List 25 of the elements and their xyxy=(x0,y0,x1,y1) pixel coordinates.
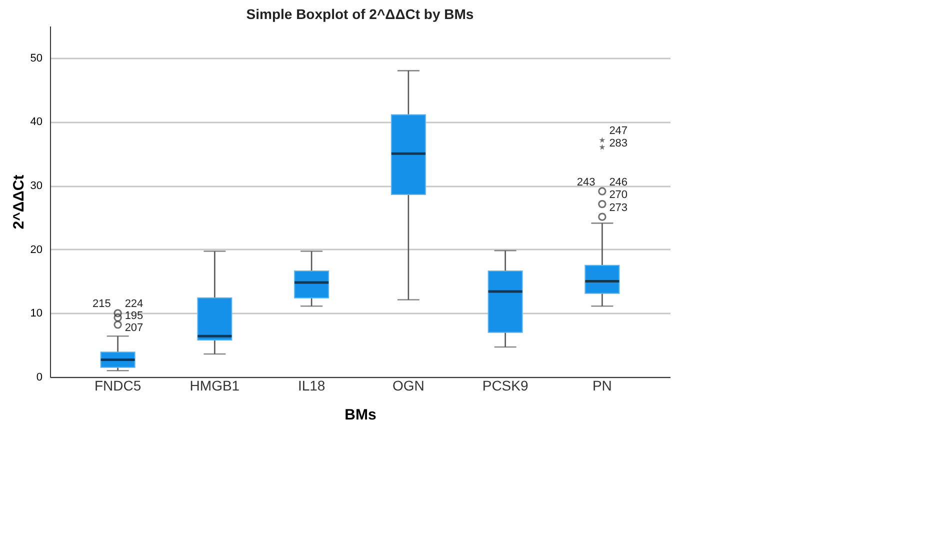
x-tick-label: PCSK9 xyxy=(482,378,528,394)
chart-title: Simple Boxplot of 2^ΔΔCt by BMs xyxy=(246,6,474,22)
y-tick-label: 10 xyxy=(30,308,42,320)
y-tick-label: 40 xyxy=(30,116,42,128)
annotation: 243 xyxy=(576,176,596,188)
annotation: 247 xyxy=(609,125,628,138)
annotation: 270 xyxy=(609,189,628,202)
x-tick-label: PN xyxy=(592,378,612,394)
x-axis-title: BMs xyxy=(344,406,376,424)
annotation: 246 xyxy=(609,176,628,188)
annotation: 215 xyxy=(92,298,111,310)
x-tick-label: HMGB1 xyxy=(190,378,240,394)
y-tick-label: 0 xyxy=(36,372,42,384)
annotation: 273 xyxy=(609,202,628,214)
y-tick-label: 20 xyxy=(30,244,42,256)
annotation: 195 xyxy=(124,310,144,322)
annotation: 224 xyxy=(124,298,144,310)
annotation: 207 xyxy=(124,322,144,334)
x-tick-label: FNDC5 xyxy=(94,378,142,394)
x-tick-label: OGN xyxy=(392,378,424,394)
y-tick-label: 50 xyxy=(30,52,42,64)
annotation: 283 xyxy=(609,137,628,150)
y-tick-label: 30 xyxy=(30,180,42,192)
y-axis-title: 2^ΔΔCt xyxy=(10,174,28,230)
x-tick-label: IL18 xyxy=(298,378,326,394)
